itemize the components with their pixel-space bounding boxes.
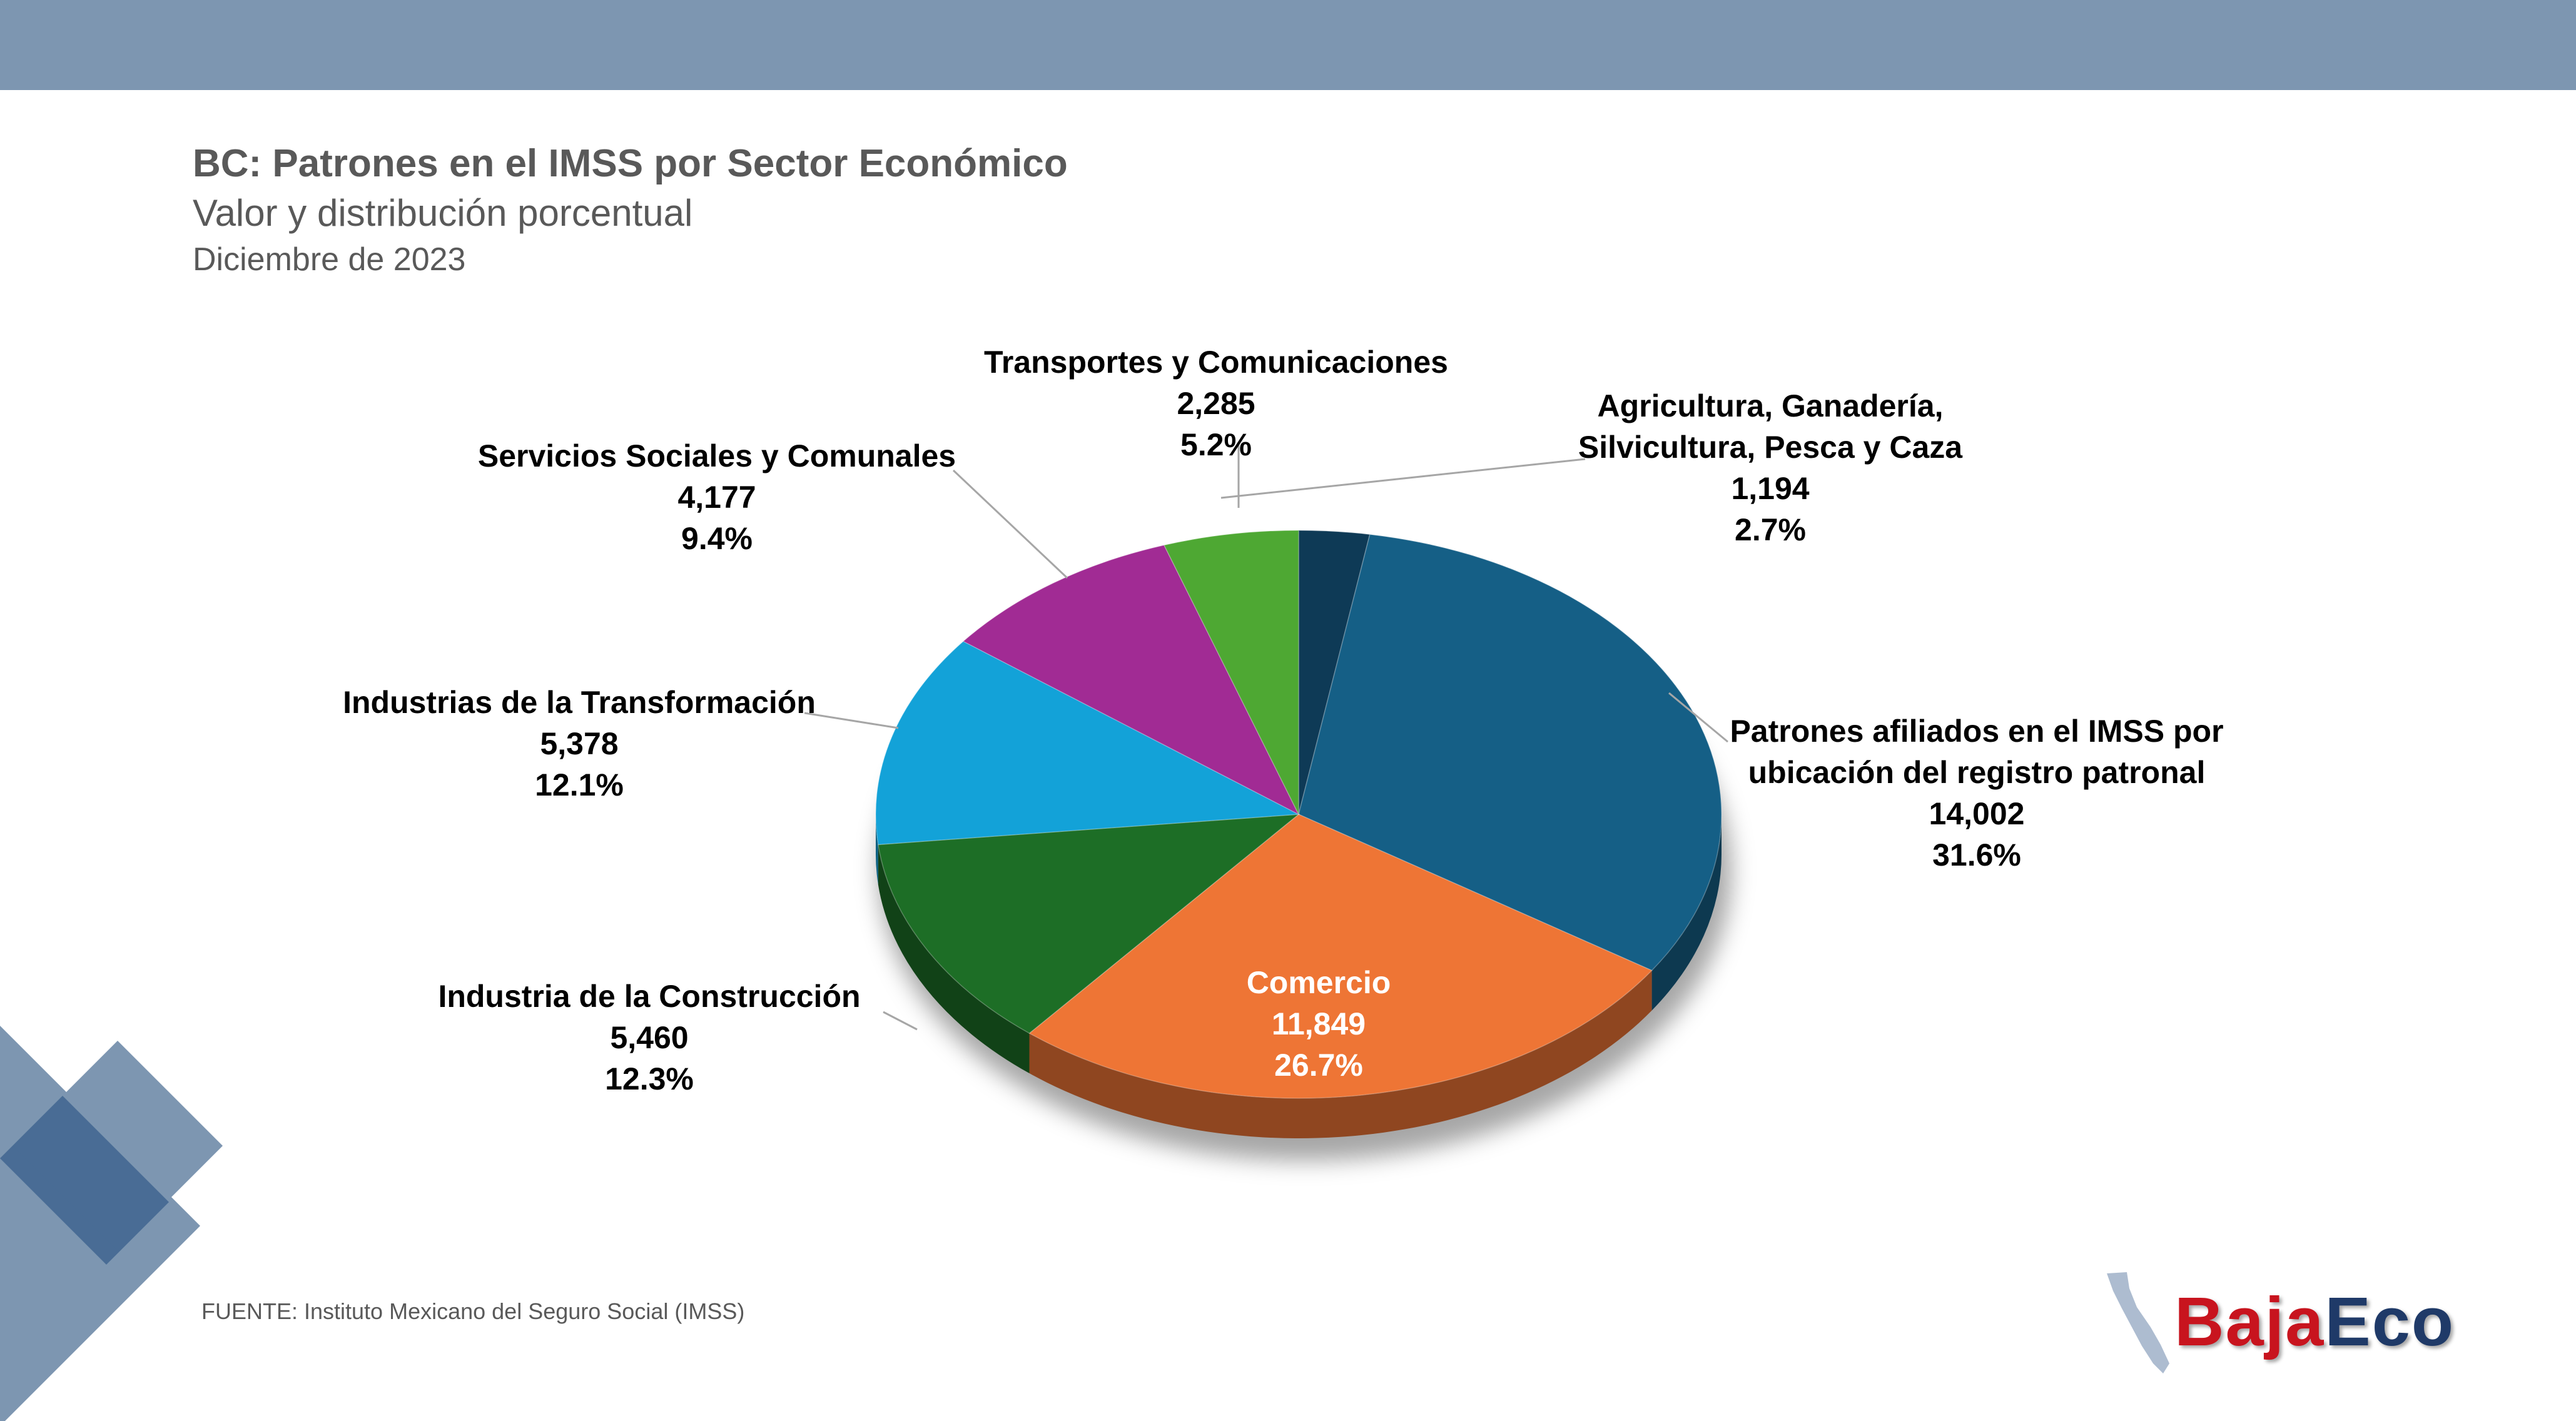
page-subtitle: Valor y distribución porcentual xyxy=(193,192,693,234)
slice-label-value: 1,194 xyxy=(1731,471,1809,506)
data-label: Comercio 11,849 26.7% xyxy=(1247,965,1391,1083)
slice-label-value: 2,285 xyxy=(1177,386,1255,421)
leader-line xyxy=(952,469,1068,579)
slice-label-percent: 31.6% xyxy=(1932,837,2021,872)
data-label: Servicios Sociales y Comunales 4,177 9.4% xyxy=(478,438,956,556)
leader-line xyxy=(804,712,899,729)
slice-label-percent: 26.7% xyxy=(1274,1048,1363,1083)
leader-line xyxy=(1668,692,1728,743)
decorative-diamonds xyxy=(0,1026,223,1421)
pie-slice-agricultura-ganader-a-silvicultura-pesca-y-caza xyxy=(1298,530,1371,815)
slice-label-percent: 12.3% xyxy=(605,1061,694,1096)
logo-text-eco: Eco xyxy=(2325,1283,2455,1360)
pie-slice-patrones-afiliados-en-el-imss-por-ubicaci-n-del-registro-patronal xyxy=(1298,534,1722,971)
source-note: FUENTE: Instituto Mexicano del Seguro So… xyxy=(201,1298,745,1324)
pie-slice-servicios-sociales-y-comunales xyxy=(962,544,1300,816)
slice-label-value: 14,002 xyxy=(1929,796,2025,831)
pie-side-patrones-afiliados-en-el-imss-por-ubicaci-n-del-registro-patronal xyxy=(1651,814,1722,1011)
slice-label-percent: 9.4% xyxy=(681,521,753,556)
leader-line xyxy=(883,1011,918,1031)
pie-slice-comercio xyxy=(1028,814,1653,1099)
slice-label-value: 5,378 xyxy=(540,726,618,761)
slice-label-name: Agricultura, Ganadería, xyxy=(1598,388,1944,423)
bajaeco-logo: BajaEco xyxy=(2101,1270,2453,1376)
pie-slice-industrias-de-la-transformaci-n xyxy=(875,640,1301,846)
slice-label-percent: 2.7% xyxy=(1735,512,1806,547)
slice-label-name: Patrones afiliados en el IMSS por xyxy=(1730,714,2223,749)
slice-label-value: 4,177 xyxy=(677,480,756,515)
pie-side-industria-de-la-construcci-n xyxy=(878,844,1030,1074)
pie-side-industrias-de-la-transformaci-n xyxy=(876,814,878,885)
data-label: Industria de la Construcción 5,460 12.3% xyxy=(438,979,860,1096)
slice-label-name: Industria de la Construcción xyxy=(438,979,860,1014)
title-block: BC: Patrones en el IMSS por Sector Econó… xyxy=(193,139,1068,281)
slice-label-name: Silvicultura, Pesca y Caza xyxy=(1578,430,1963,465)
slice-label-name: Comercio xyxy=(1247,965,1391,1000)
data-label: Patrones afiliados en el IMSS por ubicaci… xyxy=(1730,714,2223,872)
diamond-overlap xyxy=(0,1096,169,1265)
logo-text-baja: Baja xyxy=(2174,1283,2325,1360)
slice-label-percent: 12.1% xyxy=(535,767,624,802)
pie-slice-industria-de-la-construcci-n xyxy=(877,814,1301,1034)
leader-line xyxy=(1220,458,1586,499)
baja-california-map-icon xyxy=(2107,1272,2169,1373)
slice-label-value: 11,849 xyxy=(1272,1006,1366,1041)
data-label: Agricultura, Ganadería, Silvicultura, Pes… xyxy=(1578,388,1963,547)
top-banner xyxy=(0,0,2576,90)
data-label: Industrias de la Transformación 5,378 12.1… xyxy=(343,685,816,802)
slice-label-name: Transportes y Comunicaciones xyxy=(984,345,1448,380)
pie-slice-transportes-y-comunicaciones xyxy=(1163,530,1299,815)
page-date: Diciembre de 2023 xyxy=(193,241,466,278)
slice-label-value: 5,460 xyxy=(610,1020,688,1055)
slice-label-name: ubicación del registro patronal xyxy=(1748,755,2206,790)
pie-side-comercio xyxy=(1029,970,1652,1139)
slice-label-percent: 5.2% xyxy=(1180,427,1252,462)
slice-label-name: Servicios Sociales y Comunales xyxy=(478,438,956,473)
data-label: Transportes y Comunicaciones 2,285 5.2% xyxy=(984,345,1448,462)
logo-text: BajaEco xyxy=(2174,1282,2455,1362)
slice-label-name: Industrias de la Transformación xyxy=(343,685,816,720)
page-title: BC: Patrones en el IMSS por Sector Econó… xyxy=(193,142,1068,185)
